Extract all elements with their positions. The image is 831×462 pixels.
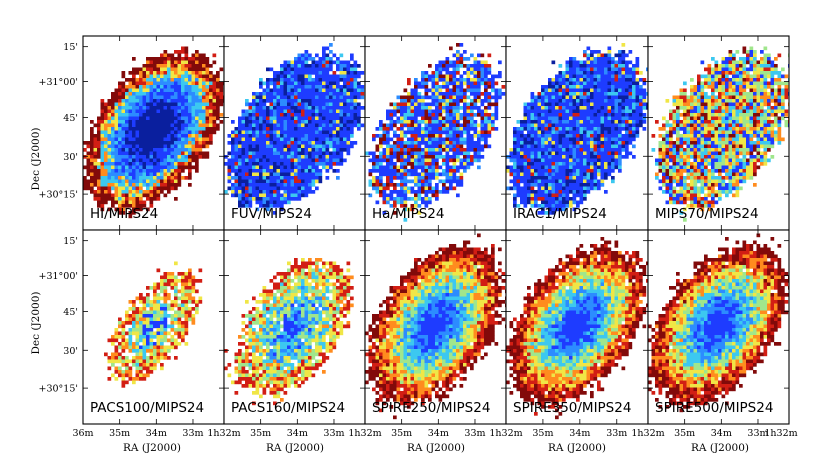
panel-label: PACS160/MIPS24 xyxy=(231,400,345,416)
x-tick-label: 33m xyxy=(323,428,344,439)
panel-label: MIPS70/MIPS24 xyxy=(655,206,759,222)
panel-label: SPIRE350/MIPS24 xyxy=(513,400,631,416)
x-tick-label: 33m xyxy=(606,428,627,439)
x-tick-label: 1h32m xyxy=(348,428,381,439)
y-axis-title-bottom: Dec (J2000) xyxy=(30,292,42,355)
y-tick-label: 15' xyxy=(63,42,78,53)
panel-label: Ha/MIPS24 xyxy=(372,206,445,222)
x-tick-label: 35m xyxy=(532,428,553,439)
ratio-map xyxy=(224,258,354,406)
panel: PACS160/MIPS24 xyxy=(223,229,366,425)
x-tick-label: 35m xyxy=(391,428,412,439)
panel: SPIRE250/MIPS24 xyxy=(364,229,507,425)
ratio-map xyxy=(365,233,506,420)
x-axis-title: RA (J2000) xyxy=(407,442,465,454)
y-tick-label: +30°15' xyxy=(39,384,79,395)
panel-label: HI/MIPS24 xyxy=(90,206,158,222)
panel: SPIRE500/MIPS24 xyxy=(647,229,790,425)
panel: MIPS70/MIPS24 xyxy=(647,35,790,231)
x-tick-label: 34m xyxy=(428,428,449,439)
y-tick-label: 15' xyxy=(63,236,78,247)
x-tick-label: 34m xyxy=(287,428,308,439)
ratio-map xyxy=(506,237,648,420)
ratio-map xyxy=(83,46,224,219)
x-tick-label: 33m xyxy=(747,428,768,439)
panel: HI/MIPS24 xyxy=(82,35,225,231)
x-tick-label: 1h32m xyxy=(764,428,797,439)
x-tick-label: 35m xyxy=(250,428,271,439)
axis-layer: Dec (J2000) Dec (J2000) RA (J2000) RA (J… xyxy=(30,42,798,454)
y-tick-label: 45' xyxy=(63,113,78,124)
panel: IRAC1/MIPS24 xyxy=(505,35,649,231)
x-tick-label: 36m xyxy=(72,428,93,439)
panel: FUV/MIPS24 xyxy=(223,35,366,231)
ratio-map xyxy=(365,43,506,222)
panel: Ha/MIPS24 xyxy=(364,35,507,231)
x-axis-title: RA (J2000) xyxy=(691,442,749,454)
ratio-map xyxy=(648,233,789,413)
panel-label: PACS100/MIPS24 xyxy=(90,400,204,416)
ratio-map xyxy=(104,261,203,388)
x-tick-label: 34m xyxy=(569,428,590,439)
x-tick-label: 1h32m xyxy=(631,428,664,439)
y-tick-label: +31°00' xyxy=(39,271,79,282)
x-tick-label: 33m xyxy=(182,428,203,439)
ratio-map xyxy=(651,46,789,222)
x-tick-label: 35m xyxy=(109,428,130,439)
x-tick-label: 1h32m xyxy=(489,428,522,439)
panel-label: SPIRE500/MIPS24 xyxy=(655,400,773,416)
ratio-map xyxy=(224,43,365,215)
x-tick-label: 34m xyxy=(146,428,167,439)
x-tick-label: 33m xyxy=(464,428,485,439)
panels-layer: HI/MIPS24 FUV/MIPS24 Ha/MIPS24 IRAC1/MIPS24… xyxy=(82,35,790,425)
panel-label: FUV/MIPS24 xyxy=(231,206,312,222)
y-tick-label: +31°00' xyxy=(39,77,79,88)
panel: PACS100/MIPS24 xyxy=(82,229,225,425)
x-axis-title: RA (J2000) xyxy=(548,442,606,454)
panel-label: IRAC1/MIPS24 xyxy=(513,206,607,222)
ratio-map xyxy=(506,43,648,215)
x-axis-title: RA (J2000) xyxy=(266,442,324,454)
y-tick-label: +30°15' xyxy=(39,190,79,201)
y-axis-title-top: Dec (J2000) xyxy=(30,128,42,191)
y-tick-label: 30' xyxy=(63,152,78,163)
y-tick-label: 45' xyxy=(63,307,78,318)
x-tick-label: 34m xyxy=(711,428,732,439)
y-tick-label: 30' xyxy=(63,346,78,357)
panel-frame xyxy=(647,229,790,425)
x-tick-label: 1h32m xyxy=(207,428,240,439)
x-tick-label: 35m xyxy=(674,428,695,439)
panel: SPIRE350/MIPS24 xyxy=(505,229,649,425)
x-axis-title: RA (J2000) xyxy=(123,442,181,454)
panel-label: SPIRE250/MIPS24 xyxy=(372,400,490,416)
